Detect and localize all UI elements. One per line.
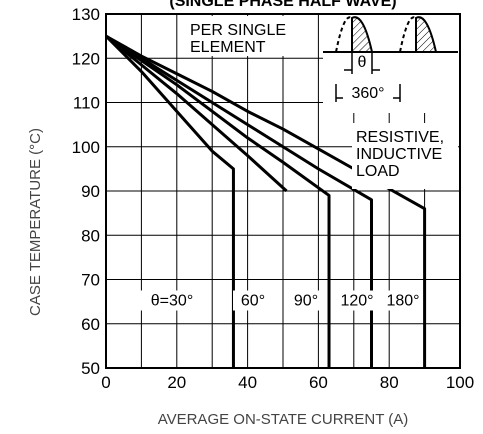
y-tick-label: 120 — [72, 49, 100, 68]
waveform-conduction — [351, 16, 374, 53]
element-note-line: PER SINGLE — [190, 22, 286, 39]
y-tick-label: 80 — [81, 226, 100, 245]
x-tick-label: 80 — [380, 373, 399, 392]
series-label: 60° — [241, 293, 265, 310]
series-label-bg — [337, 290, 377, 311]
waveform-dashed — [399, 16, 417, 53]
series-label: 120° — [340, 293, 373, 310]
grid — [105, 13, 461, 369]
x-tick-label: 40 — [238, 373, 257, 392]
series-label-bg — [383, 290, 423, 311]
series-line — [104, 35, 235, 368]
waveform-conduction — [415, 16, 438, 53]
load-note-line: RESISTIVE, — [356, 129, 444, 146]
series-line — [105, 34, 331, 368]
plot-frame — [105, 13, 461, 369]
element-note-bg — [180, 16, 300, 56]
period-label-bg — [343, 82, 393, 102]
series-line — [105, 34, 288, 193]
series-line — [105, 34, 373, 368]
y-tick-label: 50 — [81, 359, 100, 378]
tick-labels: 0 20 40 60 80 100 50 60 70 80 90 100 110 120 130 — [72, 5, 475, 392]
y-tick-label: 90 — [81, 182, 100, 201]
x-tick-label: 100 — [446, 373, 474, 392]
series-label: 90° — [294, 293, 318, 310]
series-label-bg — [286, 290, 326, 311]
series-label-bg — [233, 290, 273, 311]
x-tick-label: 60 — [309, 373, 328, 392]
waveform-inset: θ 360° — [323, 15, 459, 113]
load-note-bg — [352, 123, 458, 189]
y-tick-label: 100 — [72, 138, 100, 157]
theta-label: θ — [358, 54, 367, 71]
series-lines: θ=30° 60° 90° 120° 180° — [104, 34, 427, 368]
x-tick-label: 0 — [101, 373, 110, 392]
x-axis-title: AVERAGE ON-STATE CURRENT (A) — [158, 411, 409, 428]
load-note-line: INDUCTIVE — [356, 146, 442, 163]
series-label: 180° — [386, 293, 419, 310]
y-tick-label: 110 — [73, 94, 100, 113]
waveform-dashed — [335, 16, 353, 53]
series-label-bg — [137, 290, 207, 311]
series-line — [105, 34, 427, 368]
load-note-line: LOAD — [356, 163, 400, 180]
period-label: 360° — [351, 85, 384, 102]
chart-title: (SINGLE PHASE HALF WAVE) — [169, 0, 396, 10]
y-axis-title: CASE TEMPERATURE (°C) — [27, 128, 44, 316]
series-label: θ=30° — [151, 293, 193, 310]
element-note-line: ELEMENT — [190, 39, 266, 56]
x-tick-label: 20 — [167, 373, 186, 392]
y-tick-label: 70 — [81, 271, 100, 290]
y-tick-label: 60 — [81, 315, 100, 334]
y-tick-label: 130 — [72, 5, 100, 24]
